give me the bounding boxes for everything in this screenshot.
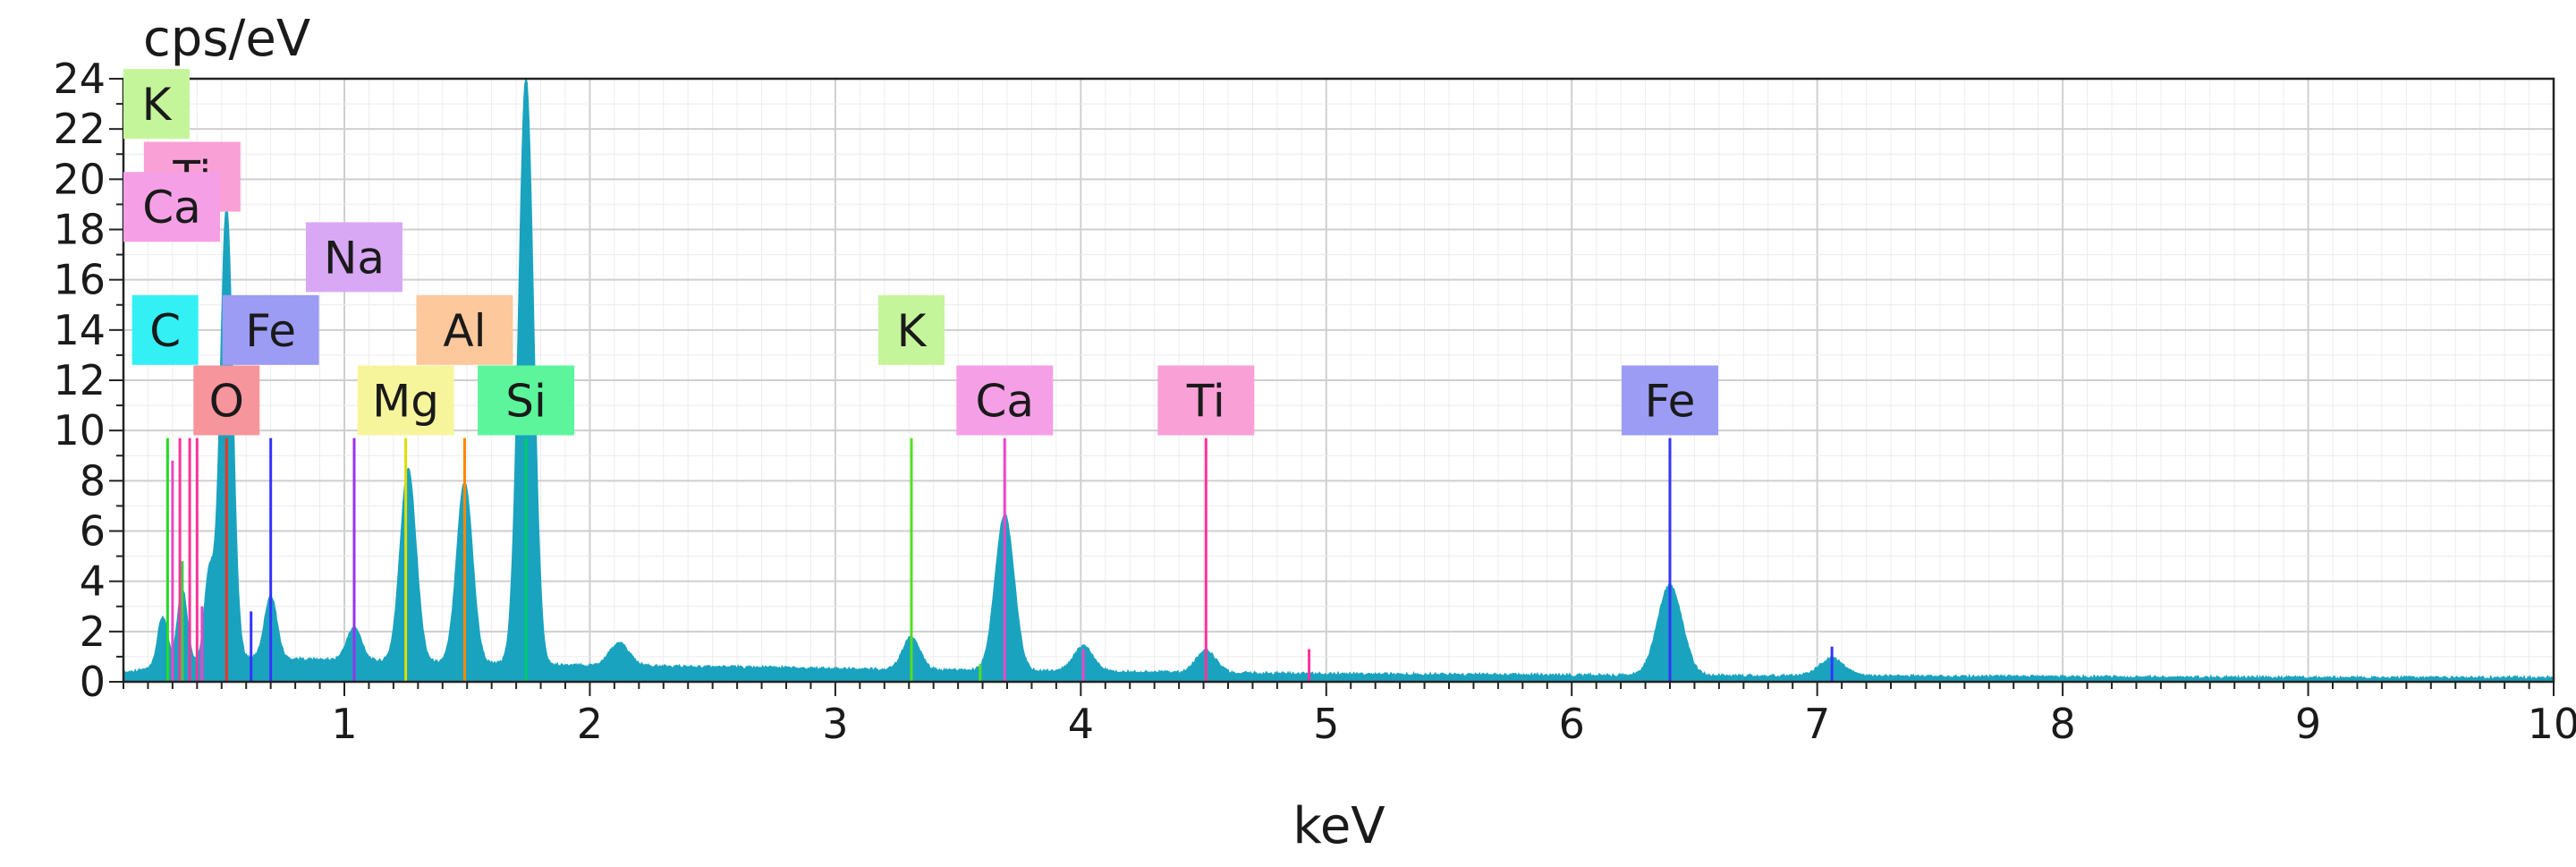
y-tick-label: 14: [53, 306, 106, 354]
element-label-box: [1622, 365, 1718, 436]
y-tick-label: 12: [53, 356, 106, 404]
element-label-box: [416, 294, 513, 365]
x-tick-label: 1: [331, 700, 357, 748]
x-tick-label: 10: [2528, 700, 2576, 748]
element-label-al: Al: [416, 294, 513, 365]
element-label-na: Na: [305, 222, 402, 293]
element-label-box: [305, 222, 402, 293]
y-tick-label: 22: [53, 105, 106, 153]
element-label-text: C: [149, 305, 181, 357]
y-tick-label: 16: [53, 256, 106, 304]
y-tick-label: 2: [80, 608, 106, 656]
element-label-box: [1157, 365, 1255, 436]
element-label-box: [357, 365, 454, 436]
x-tick-label: 5: [1313, 700, 1339, 748]
element-label-text: Fe: [1645, 375, 1696, 427]
y-axis-title: cps/eV: [143, 10, 310, 68]
x-tick-label: 8: [2049, 700, 2075, 748]
element-label-text: K: [897, 305, 928, 357]
y-tick-label: 6: [80, 507, 106, 556]
element-label-box: [478, 365, 575, 436]
element-label-ca: Ca: [123, 172, 220, 242]
spectrum-series: [123, 78, 2555, 683]
element-label-text: Ca: [142, 182, 201, 234]
element-label-box: [123, 69, 190, 140]
element-label-text: Fe: [245, 305, 296, 357]
element-label-box: [222, 294, 319, 365]
x-tick-label: 7: [1804, 700, 1830, 748]
element-marker-lines: [165, 438, 1834, 682]
y-tick-label: 18: [53, 206, 106, 254]
element-label-text: Si: [505, 375, 547, 427]
y-tick-label: 10: [53, 406, 106, 455]
element-label-ti: Ti: [1157, 365, 1255, 436]
element-label-box: [193, 365, 260, 436]
element-label-text: O: [209, 375, 244, 427]
y-tick-label: 8: [80, 456, 106, 505]
x-tick-label: 2: [577, 700, 603, 748]
x-tick-label: 4: [1068, 700, 1094, 748]
x-axis-title: keV: [1292, 797, 1385, 855]
element-label-text: Ca: [975, 375, 1034, 427]
element-label-mg: Mg: [357, 365, 454, 436]
element-label-si: Si: [478, 365, 575, 436]
element-label-text: Mg: [372, 375, 439, 427]
element-label-text: Na: [324, 232, 385, 284]
y-tick-label: 24: [53, 55, 106, 103]
element-label-ca: Ca: [956, 365, 1054, 436]
x-tick-label: 6: [1559, 700, 1585, 748]
element-label-k: K: [123, 69, 190, 140]
element-label-text: Ti: [1186, 375, 1225, 427]
x-tick-label: 3: [822, 700, 848, 748]
element-label-o: O: [193, 365, 260, 436]
element-label-fe: Fe: [1622, 365, 1718, 436]
element-labels: KTiCaNaCFeAlKOMgSiCaTiFe: [123, 69, 1718, 436]
y-tick-label: 4: [80, 557, 106, 606]
y-tick-label: 20: [53, 155, 106, 203]
element-label-fe: Fe: [222, 294, 319, 365]
element-label-box: [877, 294, 945, 365]
element-label-box: [956, 365, 1054, 436]
element-label-box: [123, 172, 220, 242]
element-label-c: C: [131, 294, 199, 365]
element-label-text: K: [142, 79, 173, 131]
element-label-box: [131, 294, 199, 365]
element-label-text: Al: [443, 305, 486, 357]
element-label-k: K: [877, 294, 945, 365]
x-tick-label: 9: [2295, 700, 2321, 748]
y-tick-label: 0: [80, 658, 106, 706]
spectrum-area: [123, 78, 2555, 683]
